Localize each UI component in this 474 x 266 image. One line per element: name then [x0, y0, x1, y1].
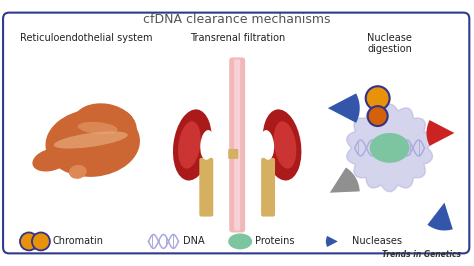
- Ellipse shape: [173, 109, 212, 181]
- Ellipse shape: [200, 130, 214, 160]
- Ellipse shape: [69, 165, 87, 179]
- Ellipse shape: [228, 234, 252, 250]
- Ellipse shape: [46, 109, 140, 177]
- Wedge shape: [326, 236, 338, 247]
- Circle shape: [20, 232, 38, 250]
- Text: Proteins: Proteins: [255, 236, 295, 246]
- Text: Reticuloendothelial system: Reticuloendothelial system: [19, 32, 152, 43]
- Text: Chromatin: Chromatin: [53, 236, 104, 246]
- Ellipse shape: [273, 121, 296, 169]
- Text: cfDNA clearance mechanisms: cfDNA clearance mechanisms: [144, 13, 331, 26]
- Wedge shape: [328, 93, 360, 123]
- Wedge shape: [427, 120, 455, 146]
- Text: Transrenal filtration: Transrenal filtration: [190, 32, 285, 43]
- Ellipse shape: [54, 131, 128, 149]
- Circle shape: [368, 106, 388, 126]
- Ellipse shape: [260, 130, 274, 160]
- Circle shape: [32, 232, 50, 250]
- Ellipse shape: [107, 109, 134, 131]
- Circle shape: [366, 86, 390, 110]
- Ellipse shape: [178, 121, 201, 169]
- Text: Nucleases: Nucleases: [352, 236, 402, 246]
- Text: Trends in Genetics: Trends in Genetics: [383, 250, 461, 259]
- Ellipse shape: [32, 148, 69, 172]
- FancyBboxPatch shape: [200, 158, 213, 217]
- Ellipse shape: [370, 133, 410, 163]
- Wedge shape: [428, 203, 453, 230]
- Wedge shape: [330, 168, 360, 193]
- Ellipse shape: [78, 122, 118, 134]
- FancyBboxPatch shape: [261, 158, 275, 217]
- Ellipse shape: [263, 109, 301, 181]
- Text: Nuclease
digestion: Nuclease digestion: [367, 32, 412, 54]
- FancyBboxPatch shape: [229, 57, 245, 232]
- FancyBboxPatch shape: [234, 59, 240, 230]
- Ellipse shape: [73, 103, 137, 149]
- FancyBboxPatch shape: [228, 149, 238, 159]
- FancyBboxPatch shape: [3, 13, 469, 253]
- Text: DNA: DNA: [183, 236, 205, 246]
- Polygon shape: [347, 104, 432, 192]
